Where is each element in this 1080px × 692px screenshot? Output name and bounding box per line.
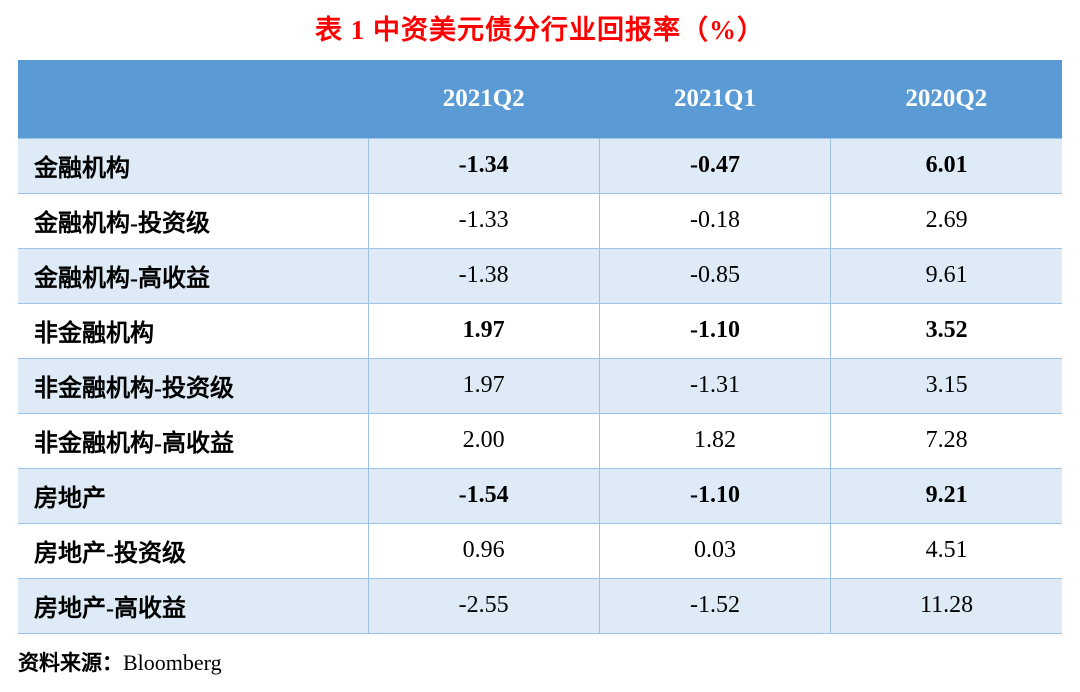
sector-returns-table: 2021Q2 2021Q1 2020Q2 金融机构 -1.34 -0.47 6.…	[18, 60, 1062, 634]
row-label: 房地产	[18, 467, 368, 523]
row-label: 金融机构	[18, 137, 368, 193]
value-cell: 0.96	[367, 522, 600, 578]
table-header: 2021Q2 2021Q1 2020Q2	[18, 60, 1062, 138]
table-row: 金融机构-投资级 -1.33 -0.18 2.69	[18, 192, 1062, 248]
table-row: 金融机构 -1.34 -0.47 6.01	[18, 137, 1062, 193]
value-cell: -1.52	[598, 577, 831, 633]
value-cell: 0.03	[598, 522, 831, 578]
row-label: 非金融机构-高收益	[18, 412, 368, 468]
row-label: 非金融机构-投资级	[18, 357, 368, 413]
table-row: 非金融机构-投资级 1.97 -1.31 3.15	[18, 357, 1062, 413]
value-cell: -1.31	[598, 357, 831, 413]
source-value: Bloomberg	[123, 649, 222, 675]
value-cell: 3.15	[830, 357, 1062, 413]
value-cell: 9.21	[830, 467, 1062, 523]
value-cell: -1.34	[367, 137, 600, 193]
value-cell: 1.97	[367, 302, 600, 358]
value-cell: -1.54	[367, 467, 600, 523]
value-cell: -0.18	[598, 192, 831, 248]
value-cell: -1.10	[598, 467, 831, 523]
table-row: 房地产-高收益 -2.55 -1.52 11.28	[18, 577, 1062, 633]
value-cell: -1.33	[367, 192, 600, 248]
table-row: 房地产 -1.54 -1.10 9.21	[18, 467, 1062, 523]
value-cell: 2.69	[830, 192, 1062, 248]
row-label: 房地产-高收益	[18, 577, 368, 633]
table-row: 房地产-投资级 0.96 0.03 4.51	[18, 522, 1062, 578]
value-cell: -0.85	[598, 247, 831, 303]
header-cell-2020q2: 2020Q2	[830, 60, 1062, 138]
row-label: 房地产-投资级	[18, 522, 368, 578]
value-cell: -0.47	[598, 137, 831, 193]
table-row: 金融机构-高收益 -1.38 -0.85 9.61	[18, 247, 1062, 303]
header-cell-2021q2: 2021Q2	[368, 60, 600, 138]
value-cell: 9.61	[830, 247, 1062, 303]
source-note: 资料来源：Bloomberg	[18, 647, 1080, 677]
value-cell: 4.51	[830, 522, 1062, 578]
row-label: 金融机构-高收益	[18, 247, 368, 303]
table-row: 非金融机构 1.97 -1.10 3.52	[18, 302, 1062, 358]
value-cell: -2.55	[367, 577, 600, 633]
header-cell-2021q1: 2021Q1	[599, 60, 831, 138]
value-cell: 1.97	[367, 357, 600, 413]
header-row: 2021Q2 2021Q1 2020Q2	[18, 60, 1062, 138]
value-cell: 11.28	[830, 577, 1062, 633]
value-cell: 7.28	[830, 412, 1062, 468]
value-cell: -1.38	[367, 247, 600, 303]
table-body: 金融机构 -1.34 -0.47 6.01 金融机构-投资级 -1.33 -0.…	[18, 137, 1062, 633]
value-cell: 3.52	[830, 302, 1062, 358]
table-row: 非金融机构-高收益 2.00 1.82 7.28	[18, 412, 1062, 468]
value-cell: 1.82	[598, 412, 831, 468]
table-title: 表 1 中资美元债分行业回报率（%）	[315, 15, 765, 45]
row-label: 金融机构-投资级	[18, 192, 368, 248]
header-cell-blank	[18, 60, 368, 138]
value-cell: 6.01	[830, 137, 1062, 193]
value-cell: 2.00	[367, 412, 600, 468]
value-cell: -1.10	[598, 302, 831, 358]
row-label: 非金融机构	[18, 302, 368, 358]
source-label: 资料来源：	[18, 650, 123, 675]
